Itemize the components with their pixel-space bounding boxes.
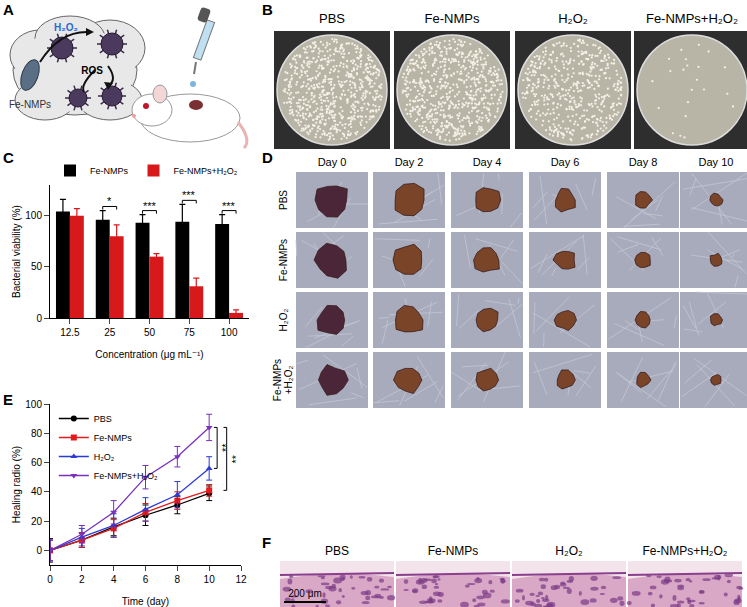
svg-text:100: 100 — [25, 210, 42, 221]
svg-text:Day 2: Day 2 — [395, 156, 424, 168]
svg-text:0: 0 — [36, 545, 42, 556]
svg-text:4: 4 — [111, 574, 117, 585]
svg-text:Fe-NMPs: Fe-NMPs — [9, 99, 51, 110]
svg-text:Time (day): Time (day) — [122, 596, 169, 607]
svg-text:8: 8 — [175, 574, 181, 585]
svg-text:50: 50 — [144, 327, 156, 338]
svg-text:0: 0 — [47, 574, 53, 585]
svg-text:6: 6 — [143, 574, 149, 585]
svg-text:100: 100 — [25, 399, 42, 410]
svg-text:Fe-NMPs: Fe-NMPs — [425, 11, 480, 26]
svg-text:10: 10 — [204, 574, 216, 585]
svg-text:Healing radio (%): Healing radio (%) — [11, 446, 22, 523]
svg-text:40: 40 — [31, 486, 43, 497]
svg-text:H₂O₂: H₂O₂ — [558, 11, 588, 26]
svg-text:75: 75 — [184, 327, 196, 338]
svg-text:Fe-NMPs: Fe-NMPs — [90, 166, 128, 176]
svg-text:Fe-NMPs+H₂O₂: Fe-NMPs+H₂O₂ — [643, 544, 728, 558]
svg-text:***: *** — [182, 189, 196, 201]
svg-text:F: F — [262, 534, 271, 551]
svg-text:PBS: PBS — [94, 414, 112, 424]
svg-text:Day 4: Day 4 — [473, 156, 502, 168]
svg-text:Day 0: Day 0 — [318, 156, 347, 168]
svg-text:Fe-NMPs: Fe-NMPs — [428, 544, 479, 558]
svg-text:Fe-NMPs+H₂O₂: Fe-NMPs+H₂O₂ — [94, 471, 158, 481]
svg-text:ROS: ROS — [81, 65, 103, 76]
svg-text:***: *** — [143, 200, 157, 212]
svg-text:***: *** — [222, 200, 236, 212]
svg-text:Fe-NMPs: Fe-NMPs — [94, 433, 132, 443]
svg-text:Day 10: Day 10 — [699, 156, 734, 168]
svg-text:25: 25 — [104, 327, 116, 338]
svg-text:60: 60 — [31, 457, 43, 468]
svg-text:*: * — [107, 195, 112, 207]
svg-text:**: ** — [230, 454, 242, 463]
svg-text:20: 20 — [31, 516, 43, 527]
svg-text:Fe-NMPs+H₂O₂: Fe-NMPs+H₂O₂ — [174, 166, 238, 176]
svg-text:Concentration (μg mL⁻¹): Concentration (μg mL⁻¹) — [95, 349, 203, 360]
svg-text:Day 6: Day 6 — [551, 156, 580, 168]
svg-text:Day 8: Day 8 — [629, 156, 658, 168]
svg-text:Bacterial viability (%): Bacterial viability (%) — [11, 205, 22, 298]
svg-text:PBS: PBS — [278, 190, 289, 210]
svg-text:E: E — [3, 391, 13, 408]
svg-text:**: ** — [220, 443, 232, 452]
svg-text:12.5: 12.5 — [60, 327, 80, 338]
svg-text:H₂O₂: H₂O₂ — [555, 544, 583, 558]
svg-text:100: 100 — [221, 327, 238, 338]
svg-text:Fe-NMPs: Fe-NMPs — [278, 239, 289, 281]
svg-text:A: A — [3, 1, 14, 18]
svg-text:H₂O₂: H₂O₂ — [94, 452, 115, 462]
svg-text:12: 12 — [235, 574, 247, 585]
svg-text:0: 0 — [36, 313, 42, 324]
svg-text:PBS: PBS — [319, 11, 345, 26]
svg-text:H₂O₂: H₂O₂ — [278, 309, 289, 332]
svg-text:80: 80 — [31, 428, 43, 439]
svg-text:PBS: PBS — [325, 544, 349, 558]
svg-text:50: 50 — [31, 261, 43, 272]
svg-text:2: 2 — [79, 574, 85, 585]
svg-text:C: C — [3, 149, 14, 166]
svg-text:200 μm: 200 μm — [288, 588, 322, 599]
svg-text:B: B — [262, 1, 273, 18]
svg-text:Fe-NMPs+H₂O₂: Fe-NMPs+H₂O₂ — [646, 11, 738, 26]
svg-text:D: D — [262, 149, 273, 166]
svg-text:Fe-NMPs+H₂O₂: Fe-NMPs+H₂O₂ — [272, 359, 294, 401]
svg-text:H₂O₂: H₂O₂ — [54, 22, 78, 33]
